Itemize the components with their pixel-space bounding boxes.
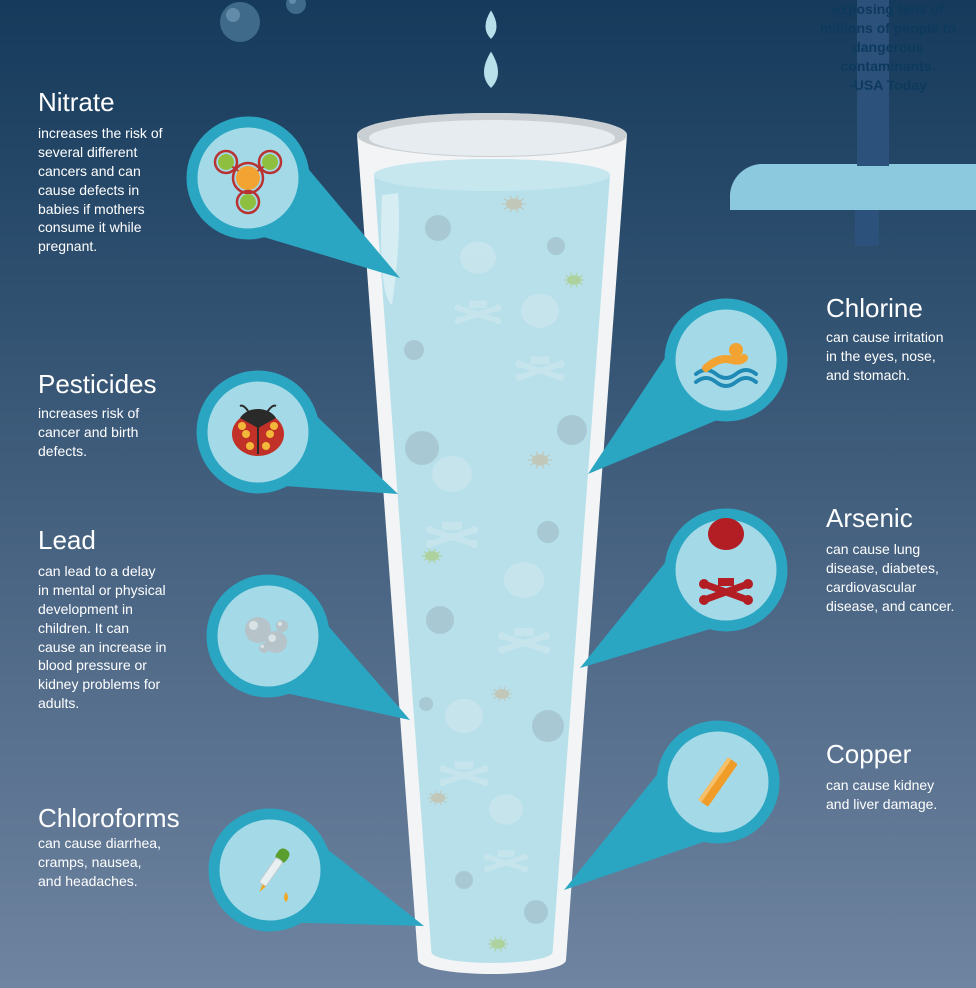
chloroforms-desc: can cause diarrhea, cramps, nausea, and … bbox=[38, 834, 168, 891]
chloroforms-title: Chloroforms bbox=[38, 804, 180, 833]
copper-title: Copper bbox=[826, 740, 911, 769]
copper-desc: can cause kidney and liver damage. bbox=[826, 776, 956, 814]
chlorine-desc: can cause irritation in the eyes, nose, … bbox=[826, 328, 956, 385]
quote-box: exposing tens of millions of people to d… bbox=[808, 0, 968, 94]
nitrate-desc: increases the risk of several different … bbox=[38, 124, 168, 256]
pesticides-desc: increases risk of cancer and birth defec… bbox=[38, 404, 168, 461]
nitrate-title: Nitrate bbox=[38, 88, 115, 117]
bg-bubble bbox=[220, 2, 260, 42]
bubble bbox=[524, 900, 548, 924]
pipe-horizontal bbox=[760, 164, 976, 210]
bubble bbox=[425, 215, 451, 241]
bubble bbox=[419, 697, 433, 711]
bubble bbox=[404, 340, 424, 360]
bubble bbox=[547, 237, 565, 255]
infographic-stage: Nitrate increases the risk of several dif… bbox=[0, 0, 976, 988]
lead-desc: can lead to a delay in mental or physica… bbox=[38, 562, 168, 713]
chlorine-title: Chlorine bbox=[826, 294, 923, 323]
pesticides-title: Pesticides bbox=[38, 370, 157, 399]
bubble bbox=[455, 871, 473, 889]
bubble bbox=[537, 521, 559, 543]
bubble bbox=[405, 431, 439, 465]
bubble bbox=[557, 415, 587, 445]
arsenic-title: Arsenic bbox=[826, 504, 913, 533]
arsenic-desc: can cause lung disease, diabetes, cardio… bbox=[826, 540, 956, 616]
bubble bbox=[426, 606, 454, 634]
lead-title: Lead bbox=[38, 526, 96, 555]
bubble bbox=[532, 710, 564, 742]
